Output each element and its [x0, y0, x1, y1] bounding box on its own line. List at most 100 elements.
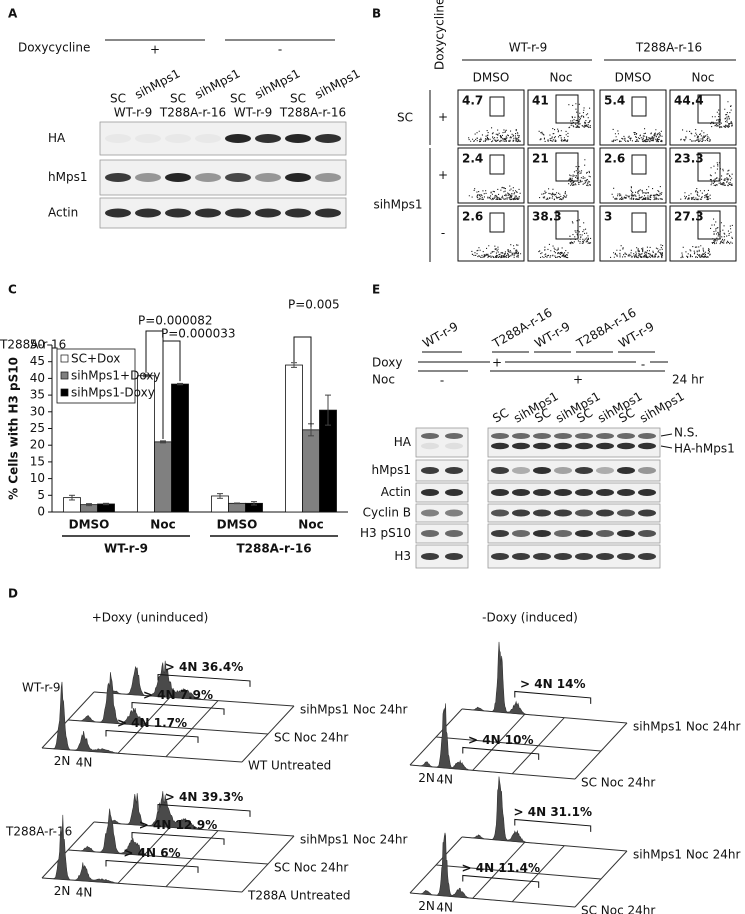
blot-band [225, 208, 251, 218]
blot-band [638, 553, 656, 560]
blot-band [445, 489, 463, 496]
row-label: WT-r-9 [22, 681, 61, 695]
histogram-floor [241, 835, 295, 893]
lane-label: SC [290, 92, 306, 106]
flow-percent: 27.3 [674, 210, 704, 224]
bar [171, 383, 189, 513]
blot-band [315, 134, 341, 143]
blot-strip [415, 503, 469, 523]
blot-band [491, 530, 509, 537]
gate-percent: > 4N 6% [123, 846, 180, 860]
blot-band [638, 509, 656, 517]
flow-dots [611, 186, 663, 201]
blot-band [165, 208, 191, 218]
flow-percent: 2.4 [462, 152, 483, 166]
error-bar [86, 503, 92, 507]
noc-label: Noc [372, 373, 395, 387]
gate-bracket [105, 729, 199, 743]
ploidy-label: 4N [436, 772, 453, 786]
panel-label: E [372, 283, 380, 297]
y-tick-label: 20 [30, 438, 45, 452]
gate-bracket [157, 803, 251, 817]
error-bar [251, 501, 257, 506]
y-tick-label: 5 [37, 488, 45, 502]
flow-gate [631, 96, 647, 117]
cell-line-label: WT-r-9 [114, 106, 153, 120]
y-axis-label: % Cells with H3 pS10 [7, 357, 21, 500]
flow-percent: 23.3 [674, 152, 704, 166]
dox-label: Doxycycline [433, 0, 447, 70]
blot-band [617, 553, 635, 560]
blot-band [575, 433, 593, 439]
blot-band [638, 489, 656, 496]
band-annotation: N.S. [674, 426, 698, 440]
condition-title: +Doxy (uninduced) [92, 611, 209, 625]
blot-band [135, 208, 161, 218]
gate-percent: > 4N 10% [468, 733, 534, 747]
blot-band [105, 134, 131, 143]
cell-line-label: WT-r-9 [420, 319, 460, 350]
lane-label: SC [574, 406, 595, 426]
trace-label: sihMps1 Noc 24hr [300, 703, 407, 717]
error-bar [69, 494, 75, 501]
blot-band [533, 489, 551, 496]
flow-dots [538, 219, 592, 259]
bar [97, 503, 115, 513]
blot-band [512, 509, 530, 517]
flow-plot [669, 89, 737, 146]
flow-dots [468, 127, 521, 143]
flow-percent: 5.4 [604, 94, 625, 108]
legend-swatch [60, 371, 69, 380]
lane-label: SC [230, 92, 246, 106]
blot-band [512, 433, 530, 439]
blot-band [554, 489, 572, 496]
group-label: WT-r-9 [104, 542, 148, 556]
blot-band [195, 134, 221, 143]
row-label: T288A-r-16 [5, 825, 72, 839]
error-bar [325, 394, 331, 426]
blot-band [596, 530, 614, 537]
y-tick-label: 50 [30, 338, 45, 352]
histogram-trace [409, 832, 501, 901]
legend-label: SC+Dox [71, 352, 120, 366]
dox-sign: + [150, 43, 160, 57]
blot-band [596, 489, 614, 496]
blot-strip [415, 459, 469, 482]
blot-band [596, 509, 614, 517]
blot-band [554, 442, 572, 450]
blot-band [512, 489, 530, 496]
blot-band [445, 553, 463, 560]
row-label: sihMps1 [373, 198, 422, 212]
flow-gate [697, 152, 721, 182]
flow-dots [539, 159, 591, 201]
blot-band [554, 509, 572, 517]
histogram-floor [435, 736, 602, 752]
histogram-trace [41, 681, 153, 756]
blot-band [165, 134, 191, 143]
error-bar [103, 502, 109, 506]
p-value: P=0.005 [288, 298, 340, 312]
blot-band [554, 530, 572, 537]
panel-label: A [8, 7, 18, 21]
x-tick-label: Noc [298, 518, 323, 532]
y-tick-label: 25 [30, 421, 45, 435]
trace-label: WT Untreated [248, 759, 331, 773]
treatment-label: Noc [550, 71, 573, 85]
flow-gate [555, 210, 579, 240]
gate-percent: > 4N 31.1% [514, 805, 592, 819]
panel-label: D [8, 587, 18, 601]
doxy-label: Doxy [372, 356, 402, 370]
blot-band [445, 509, 463, 517]
blot-band [195, 173, 221, 182]
doxy-sign: + [492, 356, 502, 370]
trace-label: sihMps1 Noc 24hr [300, 833, 407, 847]
histogram-trace [409, 703, 501, 773]
blot-strip [415, 427, 469, 458]
histogram-floor [409, 708, 463, 766]
blot-band [491, 433, 509, 439]
ploidy-label: 2N [54, 754, 71, 768]
dox-sign: + [438, 168, 448, 182]
flow-plot [599, 147, 667, 204]
blot-band [575, 509, 593, 517]
